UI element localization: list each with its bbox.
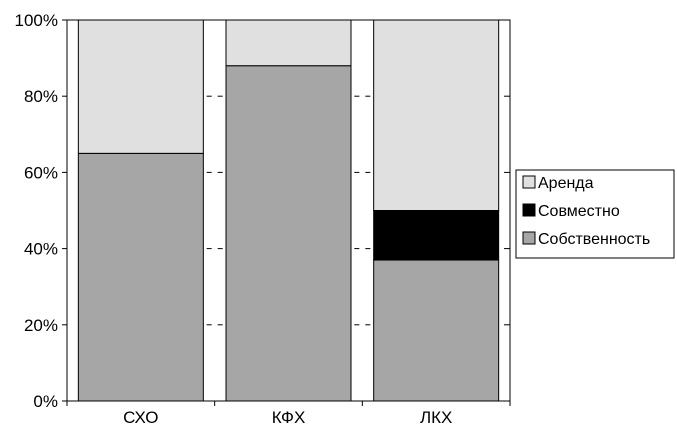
plot-area — [66, 19, 511, 402]
legend-label: Аренда — [538, 175, 594, 192]
y-tick-label: 0% — [33, 392, 58, 411]
bar-segment-3-1 — [373, 259, 500, 402]
x-tick-label: КФХ — [272, 408, 306, 427]
bar-segment-2-3 — [225, 19, 352, 67]
legend-swatch — [522, 231, 536, 245]
legend-label: Совместно — [538, 203, 620, 220]
x-tick-label: СХО — [123, 408, 158, 427]
legend: Аренда Совместно Собственность — [515, 169, 675, 259]
legend-box — [515, 169, 675, 259]
legend-label: Собственность — [538, 231, 650, 248]
bar-segment-3-2 — [373, 210, 500, 261]
x-tick-label: ЛКХ — [420, 408, 452, 427]
bar-segment-1-3 — [77, 19, 204, 154]
y-tick-label: 80% — [24, 87, 58, 106]
legend-swatch — [522, 175, 536, 189]
bar-segment-2-1 — [225, 65, 352, 402]
bar-segment-3-3 — [373, 19, 500, 211]
axes: 0% 20% 40% 60% 80% 100% СХО КФХ ЛКХ — [15, 11, 511, 427]
y-tick-label: 40% — [24, 240, 58, 259]
legend-swatch — [522, 203, 536, 217]
y-tick-label: 100% — [15, 11, 58, 30]
y-tick-label: 60% — [24, 163, 58, 182]
y-tick-label: 20% — [24, 316, 58, 335]
bar-segment-1-1 — [77, 152, 204, 402]
